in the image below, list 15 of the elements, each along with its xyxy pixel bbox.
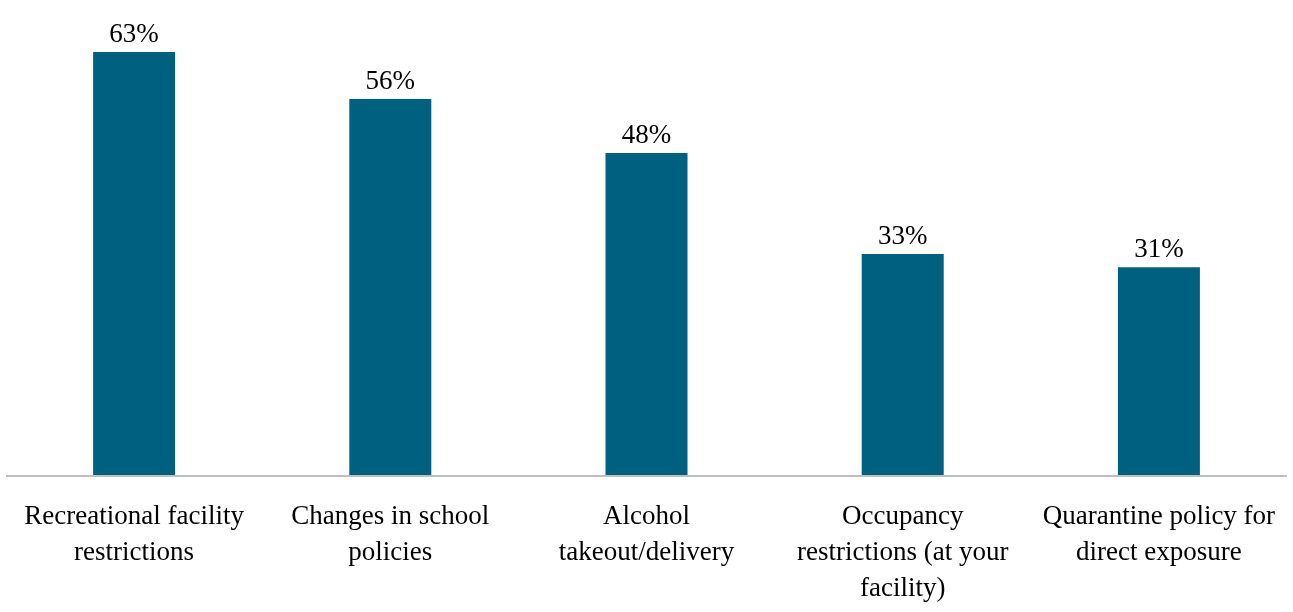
bar (349, 99, 432, 476)
x-tick-label: Quarantine policy for direct exposure (1042, 500, 1276, 566)
data-label: 31% (1134, 233, 1184, 264)
x-tick-label: Occupancy restrictions (at your facility) (796, 500, 1009, 602)
data-label: 56% (365, 65, 416, 96)
bar (1117, 267, 1200, 476)
x-tick-label: Changes in school policies (291, 500, 490, 566)
bar (861, 253, 944, 476)
x-tick-label: Alcohol takeout/delivery (558, 500, 735, 566)
data-label: 63% (109, 18, 159, 48)
data-label: 33% (877, 219, 928, 250)
bar (605, 152, 688, 476)
x-tick-label: Recreational facility restrictions (24, 500, 245, 566)
data-label: 48% (621, 118, 672, 149)
bar (93, 52, 176, 476)
